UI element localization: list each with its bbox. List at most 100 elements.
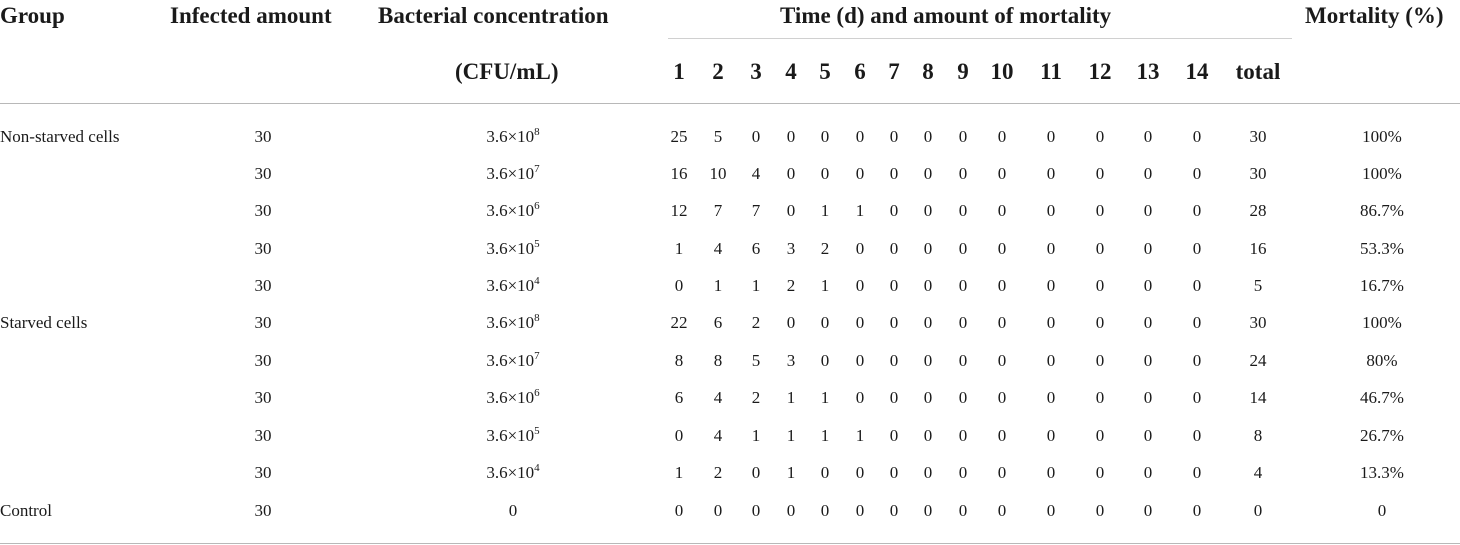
row-deaths-day-total: 30 xyxy=(1249,127,1267,146)
concentration-base: 3.6×10 xyxy=(486,201,535,220)
concentration-exponent: 7 xyxy=(534,350,540,362)
row-deaths-day-4: 0 xyxy=(786,501,796,520)
row-mortality-percent: 16.7% xyxy=(1360,276,1404,295)
row-deaths-day-13: 0 xyxy=(1143,501,1153,520)
row-deaths-day-5: 0 xyxy=(820,351,830,370)
row-infected-amount: 30 xyxy=(254,426,272,445)
row-deaths-day-14: 0 xyxy=(1192,127,1202,146)
row-group-label: Control xyxy=(0,501,52,520)
concentration-exponent: 5 xyxy=(534,425,540,437)
row-infected-amount: 30 xyxy=(254,201,272,220)
row-deaths-day-5: 0 xyxy=(820,501,830,520)
header-group: Group xyxy=(0,3,65,28)
day-header-1: 1 xyxy=(673,59,685,84)
row-deaths-day-6: 0 xyxy=(855,164,865,183)
row-mortality-percent: 100% xyxy=(1362,164,1402,183)
concentration-exponent: 6 xyxy=(534,387,540,399)
row-deaths-day-2: 6 xyxy=(713,313,723,332)
row-deaths-day-7: 0 xyxy=(889,426,899,445)
day-header-5: 5 xyxy=(819,59,831,84)
day-header-14: 14 xyxy=(1185,59,1209,84)
row-deaths-day-1: 16 xyxy=(670,164,688,183)
row-infected-amount: 30 xyxy=(254,388,272,407)
row-deaths-day-14: 0 xyxy=(1192,276,1202,295)
row-deaths-day-12: 0 xyxy=(1095,127,1105,146)
row-deaths-day-6: 1 xyxy=(855,201,865,220)
row-deaths-day-4: 0 xyxy=(786,201,796,220)
row-deaths-day-7: 0 xyxy=(889,351,899,370)
row-deaths-day-11: 0 xyxy=(1046,463,1056,482)
concentration-base: 3.6×10 xyxy=(486,127,535,146)
row-deaths-day-11: 0 xyxy=(1046,501,1056,520)
row-deaths-day-total: 8 xyxy=(1253,426,1263,445)
concentration-base: 3.6×10 xyxy=(486,351,535,370)
row-deaths-day-11: 0 xyxy=(1046,426,1056,445)
row-deaths-day-13: 0 xyxy=(1143,313,1153,332)
row-deaths-day-5: 0 xyxy=(820,313,830,332)
row-deaths-day-1: 22 xyxy=(670,313,688,332)
row-deaths-day-11: 0 xyxy=(1046,127,1056,146)
row-deaths-day-4: 3 xyxy=(786,351,796,370)
row-deaths-day-3: 0 xyxy=(751,463,761,482)
row-deaths-day-1: 0 xyxy=(674,426,684,445)
row-deaths-day-12: 0 xyxy=(1095,239,1105,258)
row-deaths-day-8: 0 xyxy=(923,164,933,183)
row-deaths-day-14: 0 xyxy=(1192,239,1202,258)
header-mortality-percent: Mortality (%) xyxy=(1305,3,1444,28)
row-deaths-day-9: 0 xyxy=(958,127,968,146)
row-deaths-day-6: 1 xyxy=(855,426,865,445)
row-deaths-day-13: 0 xyxy=(1143,239,1153,258)
row-deaths-day-14: 0 xyxy=(1192,164,1202,183)
row-deaths-day-total: 24 xyxy=(1249,351,1267,370)
row-deaths-day-14: 0 xyxy=(1192,388,1202,407)
row-deaths-day-6: 0 xyxy=(855,463,865,482)
row-deaths-day-12: 0 xyxy=(1095,388,1105,407)
row-deaths-day-9: 0 xyxy=(958,239,968,258)
row-deaths-day-8: 0 xyxy=(923,239,933,258)
row-deaths-day-total: 4 xyxy=(1253,463,1263,482)
concentration-base: 3.6×10 xyxy=(486,388,535,407)
row-deaths-day-3: 2 xyxy=(751,388,761,407)
row-deaths-day-3: 4 xyxy=(751,164,761,183)
row-deaths-day-5: 1 xyxy=(820,201,830,220)
row-deaths-day-9: 0 xyxy=(958,164,968,183)
row-deaths-day-9: 0 xyxy=(958,501,968,520)
row-deaths-day-11: 0 xyxy=(1046,239,1056,258)
concentration-exponent: 5 xyxy=(534,238,540,250)
row-deaths-day-7: 0 xyxy=(889,127,899,146)
row-deaths-day-9: 0 xyxy=(958,351,968,370)
row-deaths-day-13: 0 xyxy=(1143,127,1153,146)
row-deaths-day-6: 0 xyxy=(855,276,865,295)
row-deaths-day-4: 2 xyxy=(786,276,796,295)
concentration-exponent: 7 xyxy=(534,163,540,175)
row-infected-amount: 30 xyxy=(254,239,272,258)
row-deaths-day-12: 0 xyxy=(1095,463,1105,482)
row-deaths-day-6: 0 xyxy=(855,388,865,407)
row-deaths-day-13: 0 xyxy=(1143,164,1153,183)
concentration-exponent: 4 xyxy=(534,462,540,474)
row-deaths-day-7: 0 xyxy=(889,313,899,332)
row-mortality-percent: 13.3% xyxy=(1360,463,1404,482)
row-bacterial-concentration: 3.6×104 xyxy=(486,276,539,295)
row-deaths-day-9: 0 xyxy=(958,426,968,445)
day-header-11: 11 xyxy=(1040,59,1062,84)
row-deaths-day-1: 0 xyxy=(674,276,684,295)
row-group-label: Starved cells xyxy=(0,313,88,332)
concentration-base: 0 xyxy=(508,501,518,520)
row-deaths-day-12: 0 xyxy=(1095,276,1105,295)
row-deaths-day-14: 0 xyxy=(1192,463,1202,482)
day-header-7: 7 xyxy=(888,59,900,84)
row-deaths-day-7: 0 xyxy=(889,164,899,183)
row-deaths-day-7: 0 xyxy=(889,388,899,407)
row-deaths-day-8: 0 xyxy=(923,351,933,370)
row-deaths-day-4: 0 xyxy=(786,127,796,146)
header-time-mortality: Time (d) and amount of mortality xyxy=(780,3,1112,28)
row-deaths-day-6: 0 xyxy=(855,501,865,520)
row-deaths-day-2: 1 xyxy=(713,276,723,295)
row-deaths-day-2: 5 xyxy=(713,127,723,146)
row-deaths-day-5: 1 xyxy=(820,426,830,445)
day-header-3: 3 xyxy=(750,59,762,84)
row-deaths-day-total: 0 xyxy=(1253,501,1263,520)
row-deaths-day-10: 0 xyxy=(997,426,1007,445)
row-infected-amount: 30 xyxy=(254,351,272,370)
